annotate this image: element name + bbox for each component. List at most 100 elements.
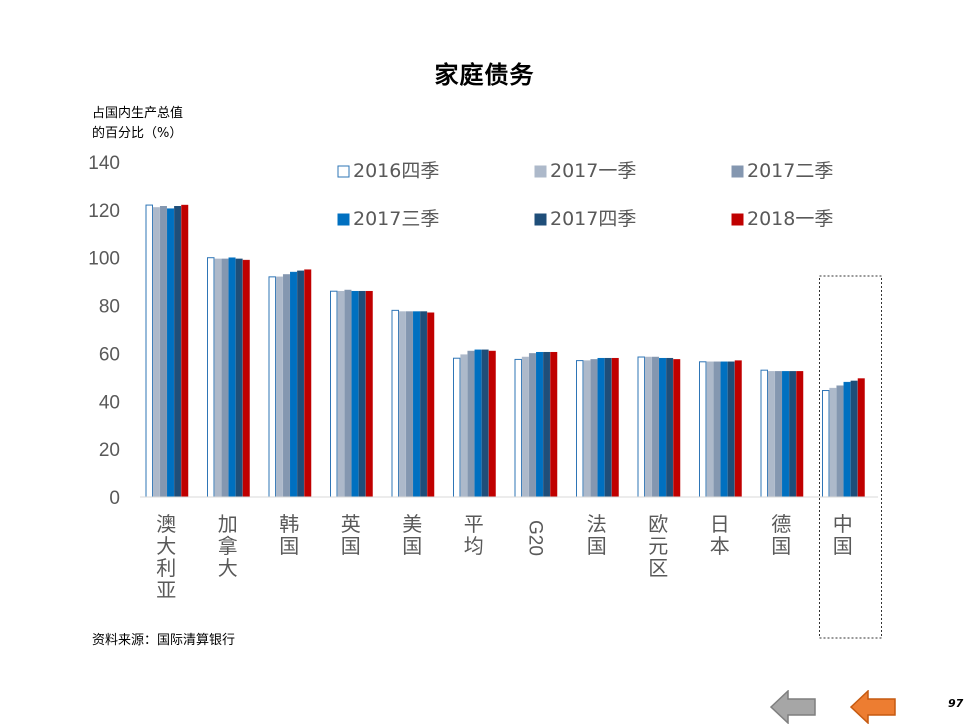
x-tick-label: G20 (524, 520, 545, 556)
bar (297, 270, 305, 498)
bar (152, 207, 160, 498)
bar (391, 309, 399, 498)
y-tick-label: 100 (88, 249, 120, 270)
bar (727, 361, 735, 498)
legend-label: 2017二季 (747, 160, 833, 182)
bar (767, 371, 775, 498)
bar (782, 371, 790, 498)
bar (337, 290, 345, 498)
bar (351, 290, 359, 498)
y-tick-label: 140 (88, 153, 120, 174)
bar (673, 359, 681, 498)
bar (344, 289, 352, 498)
bar (207, 257, 215, 498)
x-tick-label: 法国 (587, 512, 607, 558)
bar (659, 357, 667, 498)
bar (857, 378, 865, 498)
x-tick-label: 德国 (771, 512, 791, 558)
legend-label: 2017三季 (353, 208, 439, 230)
bar (481, 349, 489, 498)
y-tick-label: 0 (109, 488, 120, 509)
y-tick-label: 60 (99, 344, 120, 365)
x-tick-label: 韩国 (279, 512, 299, 558)
legend-swatch (534, 165, 547, 178)
legend-swatch (337, 213, 350, 226)
bar (167, 208, 175, 498)
arrow-left-icon (770, 690, 816, 724)
bar (304, 269, 312, 498)
bar (398, 311, 406, 498)
bar (235, 258, 243, 498)
bar (666, 357, 674, 498)
bar (760, 369, 768, 498)
bar (221, 258, 229, 498)
bar (174, 206, 182, 498)
bar (282, 274, 290, 498)
bar (514, 358, 522, 498)
legend-label: 2017四季 (550, 208, 636, 230)
bar (597, 357, 605, 498)
bar (290, 271, 298, 498)
bar (583, 360, 591, 498)
x-tick-label: 平均 (464, 512, 484, 558)
bar (651, 356, 659, 498)
legend-swatch (534, 213, 547, 226)
next-slide-button[interactable] (850, 690, 896, 724)
legend-label: 2018一季 (747, 208, 833, 230)
bar (734, 360, 742, 498)
bar (521, 356, 529, 498)
bar (275, 276, 283, 498)
bar (467, 350, 475, 498)
legend-label: 2017一季 (550, 160, 636, 182)
legend-label: 2016四季 (353, 160, 439, 182)
y-axis-label: 占国内生产总值 的百分比（%） (92, 106, 184, 141)
bar (774, 371, 782, 498)
bar (268, 276, 276, 498)
bar (850, 380, 858, 498)
page-number: 97 (948, 697, 964, 710)
source-note: 资料来源：国际清算银行 (92, 633, 236, 648)
y-tick-label: 120 (88, 201, 120, 222)
x-tick-label: 日本 (710, 512, 730, 558)
bar (644, 356, 652, 498)
legend-swatch (337, 165, 350, 178)
bar (427, 312, 435, 498)
bar (550, 351, 558, 498)
bar (706, 361, 714, 498)
bar (543, 351, 551, 498)
bar (699, 361, 707, 498)
bar (576, 360, 584, 498)
x-tick-label: 澳大利亚 (156, 512, 176, 602)
y-tick-label: 40 (99, 392, 120, 413)
bar (822, 390, 830, 498)
bar (420, 311, 428, 498)
x-tick-label: 欧元区 (648, 512, 668, 580)
bar (604, 357, 612, 498)
bar (488, 350, 496, 498)
bar (843, 381, 851, 498)
bar (181, 204, 189, 498)
x-tick-label: 加拿大 (218, 512, 238, 580)
bar (159, 206, 167, 498)
bar (829, 387, 837, 498)
bar (330, 290, 338, 498)
bar (242, 259, 250, 498)
x-tick-label: 美国 (402, 512, 422, 558)
bar (611, 357, 619, 498)
bar (536, 351, 544, 498)
x-tick-label: 英国 (341, 512, 361, 558)
previous-slide-button[interactable] (770, 690, 816, 724)
y-tick-label: 80 (99, 297, 120, 318)
y-tick-label: 20 (99, 440, 120, 461)
bar (365, 290, 373, 498)
bar (590, 359, 598, 498)
bar (228, 257, 236, 498)
bar (474, 349, 482, 498)
bar (713, 361, 721, 498)
legend-swatch (731, 165, 744, 178)
bar (214, 258, 222, 498)
bar (145, 204, 153, 498)
bar (836, 385, 844, 498)
bar (720, 361, 728, 498)
